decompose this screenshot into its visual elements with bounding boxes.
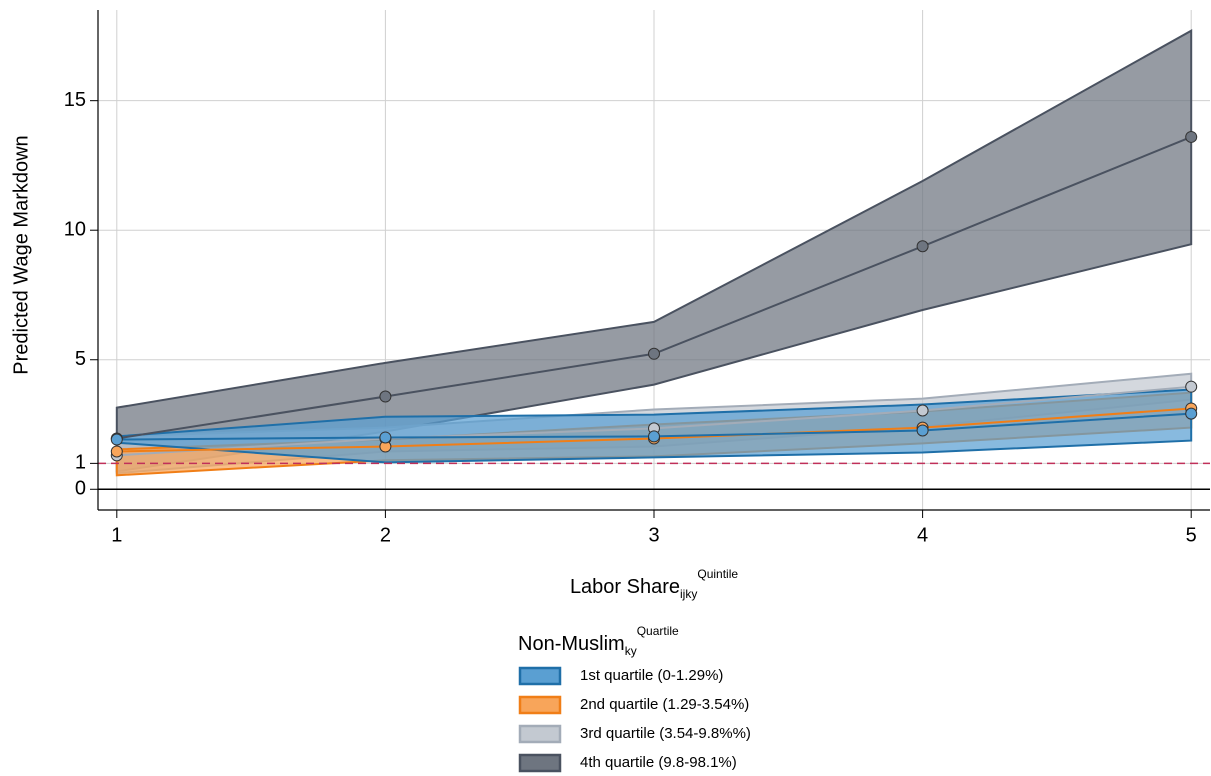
legend-swatch (518, 724, 562, 744)
x-label-sub: ijky (680, 587, 697, 601)
y-tick-label: 5 (75, 348, 86, 370)
y-tick-label: 0 (75, 478, 86, 500)
point (379, 390, 392, 403)
legend-title: Non-MuslimkyQuartile (518, 624, 679, 658)
legend-title-sup: Quartile (637, 624, 679, 638)
legend-label: 3rd quartile (3.54-9.8%%) (580, 725, 751, 742)
legend-label: 2nd quartile (1.29-3.54%) (580, 696, 749, 713)
y-tick-label: 15 (64, 89, 86, 111)
point (648, 347, 660, 360)
legend-label: 1st quartile (0-1.29%) (580, 667, 723, 684)
legend-swatch (518, 695, 562, 715)
point (110, 445, 123, 458)
y-tick-label: 10 (64, 218, 86, 240)
point (379, 431, 392, 444)
legend-swatch (518, 666, 562, 686)
y-axis-label: Predicted Wage Markdown (10, 135, 32, 374)
point (916, 404, 929, 417)
x-label-sup: Quintile (697, 567, 738, 581)
x-tick-label: 3 (648, 524, 659, 546)
point (1185, 380, 1198, 393)
legend-title-sub: ky (625, 644, 637, 658)
point (916, 240, 929, 253)
y-tick-label: 1 (75, 452, 86, 474)
point (916, 424, 929, 437)
x-axis-label: Labor ShareijkyQuintile (570, 567, 738, 601)
point (1185, 130, 1198, 143)
point (1185, 407, 1198, 420)
legend-label: 4th quartile (9.8-98.1%) (580, 754, 737, 771)
x-label-main: Labor Share (570, 576, 680, 598)
x-tick-label: 4 (917, 524, 928, 546)
point (110, 433, 123, 446)
legend: 1st quartile (0-1.29%) 2nd quartile (1.29… (518, 666, 751, 773)
x-tick-label: 1 (111, 524, 122, 546)
x-tick-label: 2 (380, 524, 391, 546)
legend-swatch (518, 753, 562, 773)
legend-title-main: Non-Muslim (518, 633, 625, 655)
point (648, 430, 660, 443)
x-tick-label: 5 (1186, 524, 1197, 546)
